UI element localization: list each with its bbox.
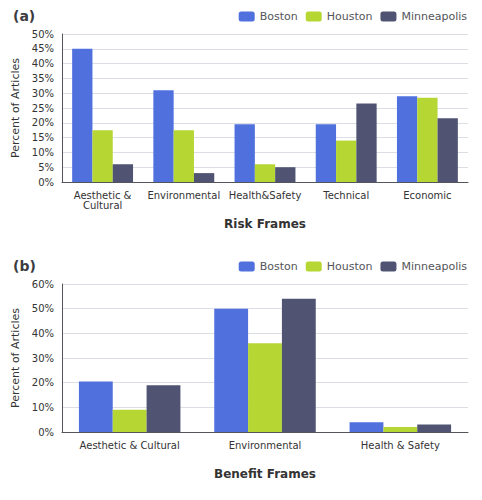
svg-text:40%: 40%: [32, 58, 54, 69]
svg-text:0%: 0%: [38, 427, 54, 438]
svg-text:30%: 30%: [32, 353, 54, 364]
svg-text:10%: 10%: [32, 147, 54, 158]
svg-text:Aesthetic & Cultural: Aesthetic & Cultural: [80, 440, 180, 451]
svg-text:Environmental: Environmental: [229, 440, 302, 451]
svg-text:Houston: Houston: [327, 10, 373, 23]
svg-text:50%: 50%: [32, 29, 54, 40]
svg-text:60%: 60%: [32, 279, 54, 290]
svg-text:Environmental: Environmental: [147, 190, 220, 201]
svg-text:Houston: Houston: [327, 260, 373, 273]
svg-text:40%: 40%: [32, 328, 54, 339]
svg-text:Percent of Articles: Percent of Articles: [9, 308, 22, 408]
svg-text:(a): (a): [13, 8, 35, 24]
svg-text:35%: 35%: [32, 73, 54, 84]
svg-text:(b): (b): [13, 258, 36, 274]
svg-text:Boston: Boston: [260, 10, 298, 23]
svg-text:Economic: Economic: [403, 190, 451, 201]
svg-text:15%: 15%: [32, 132, 54, 143]
svg-text:0%: 0%: [38, 177, 54, 188]
svg-text:Minneapolis: Minneapolis: [401, 260, 467, 273]
svg-text:45%: 45%: [32, 43, 54, 54]
svg-text:Risk Frames: Risk Frames: [224, 217, 306, 231]
svg-text:30%: 30%: [32, 88, 54, 99]
svg-text:Percent of Articles: Percent of Articles: [9, 58, 22, 158]
svg-text:20%: 20%: [32, 377, 54, 388]
svg-text:Cultural: Cultural: [83, 200, 122, 211]
svg-text:Technical: Technical: [322, 190, 369, 201]
svg-text:25%: 25%: [32, 103, 54, 114]
svg-text:Health & Safety: Health & Safety: [361, 440, 440, 451]
svg-text:Aesthetic &: Aesthetic &: [73, 189, 132, 201]
svg-text:Minneapolis: Minneapolis: [401, 10, 467, 23]
svg-text:5%: 5%: [38, 162, 54, 173]
svg-text:50%: 50%: [32, 303, 54, 314]
svg-text:10%: 10%: [32, 402, 54, 413]
svg-text:Boston: Boston: [260, 260, 298, 273]
svg-text:Health&Safety: Health&Safety: [229, 190, 302, 201]
svg-text:Benefit Frames: Benefit Frames: [214, 467, 316, 481]
svg-text:20%: 20%: [32, 117, 54, 128]
